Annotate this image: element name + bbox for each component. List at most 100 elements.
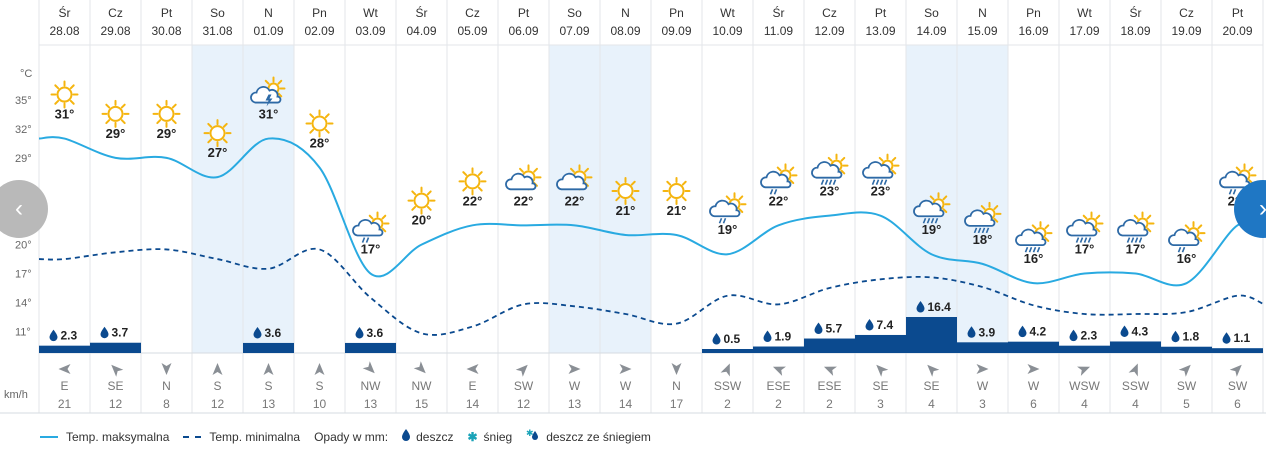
- tmax-label: 22°: [514, 193, 534, 208]
- sun-ray: [1082, 214, 1088, 220]
- wind-arrow-icon: [1027, 364, 1040, 374]
- wind-direction: W: [1028, 379, 1040, 393]
- sun-ray: [207, 122, 213, 128]
- sun-ray: [277, 79, 283, 85]
- raindrop-icon: [1069, 329, 1078, 342]
- precip-bar: [1059, 345, 1110, 353]
- sun-ray: [891, 156, 897, 162]
- day-name: Śr: [773, 5, 785, 20]
- tmax-label: 17°: [1126, 242, 1146, 257]
- legend-tmax-swatch: [40, 435, 58, 438]
- sun-ray: [615, 196, 621, 202]
- day-date: 30.08: [151, 24, 181, 38]
- rain-streak: [1036, 246, 1041, 253]
- wind-direction: SW: [514, 379, 534, 393]
- raindrop-icon: [402, 429, 411, 444]
- wind-direction: W: [620, 379, 632, 393]
- legend-sleet-label: deszcz ze śniegiem: [546, 429, 651, 444]
- precip-label: 4.3: [1132, 324, 1149, 338]
- wind-arrow-icon: [568, 364, 581, 374]
- wind-direction: WSW: [1069, 379, 1100, 393]
- wind-arrow-icon: [212, 363, 223, 375]
- sun-ray: [156, 103, 162, 109]
- day-name: Cz: [108, 6, 123, 20]
- tmax-label: 21°: [616, 203, 636, 218]
- sun-icon: [203, 119, 232, 148]
- raindrop-icon: [253, 326, 262, 339]
- rain-streak: [1232, 189, 1237, 195]
- sun-ray: [891, 169, 897, 175]
- sun-ray: [789, 166, 795, 172]
- sun-icon: [662, 176, 691, 205]
- day-name: Wt: [1077, 6, 1092, 20]
- sun-ray: [411, 205, 417, 211]
- sun-ray: [615, 180, 621, 186]
- wind-direction: SSW: [1122, 379, 1150, 393]
- sun-ray: [570, 167, 575, 173]
- weekend-band: [957, 45, 1008, 353]
- wind-arrow-icon: [111, 364, 124, 377]
- rain-streak: [1087, 237, 1092, 243]
- sun-disc: [107, 105, 124, 122]
- day-date: 29.08: [100, 24, 130, 38]
- cloud-shape: [1066, 219, 1098, 237]
- wind-speed: 2: [826, 397, 833, 411]
- sun-cloud-rain-icon: [709, 192, 747, 224]
- sun-ray: [309, 113, 315, 119]
- day-date: 07.09: [559, 24, 589, 38]
- precip-bar: [90, 342, 141, 353]
- sun-ray: [1235, 166, 1241, 172]
- wind-arrow-icon: [772, 366, 786, 376]
- wind-speed: 3: [877, 397, 884, 411]
- snowflake-icon: ✱: [467, 429, 478, 444]
- cloud-shape: [1168, 228, 1200, 247]
- cloud-shape: [352, 219, 384, 237]
- sun-ray: [411, 190, 417, 196]
- rain-streak: [926, 217, 931, 224]
- precip-bar: [957, 342, 1008, 353]
- sun-ray: [666, 180, 672, 186]
- day-name: Pn: [312, 6, 327, 20]
- raindrop-icon: [1222, 332, 1231, 344]
- sun-ray: [1044, 224, 1050, 230]
- tmax-label: 17°: [361, 242, 381, 257]
- precip-label: 1.1: [1234, 331, 1251, 345]
- day-name: Cz: [822, 6, 837, 20]
- day-name: Śr: [1130, 5, 1142, 20]
- wind-arrow-icon: [466, 364, 479, 374]
- rain-streak: [828, 179, 833, 185]
- sun-ray: [426, 205, 432, 211]
- sun-ray: [54, 99, 60, 105]
- sun-cloud-heavy-rain-icon: [862, 153, 900, 185]
- sun-ray: [264, 79, 270, 85]
- sun-icon: [101, 99, 130, 128]
- precip-label: 3.9: [979, 325, 996, 339]
- wind-direction: ESE: [817, 379, 841, 393]
- wind-speed: 10: [313, 397, 327, 411]
- legend-snow-label: śnieg: [483, 429, 513, 444]
- sun-disc: [413, 192, 430, 209]
- sun-ray: [477, 171, 483, 176]
- rain-streak: [1028, 246, 1033, 253]
- precip-bar: [1161, 346, 1212, 353]
- previous-arrow-button[interactable]: ‹: [0, 180, 48, 238]
- rain-streak: [1126, 237, 1131, 243]
- sun-ray: [462, 186, 468, 192]
- day-date: 16.09: [1018, 24, 1048, 38]
- rain-streak: [1134, 237, 1139, 243]
- sun-icon: [407, 186, 436, 215]
- sun-ray: [277, 92, 283, 98]
- precip-label: 4.2: [1030, 325, 1047, 339]
- sun-ray: [533, 167, 538, 173]
- cloud-shape: [811, 161, 843, 179]
- wind-direction: SE: [923, 379, 939, 393]
- sun-ray: [993, 205, 999, 210]
- sun-disc: [464, 173, 481, 190]
- day-date: 20.09: [1222, 24, 1252, 38]
- rain-streak: [1032, 246, 1037, 253]
- sun-ray: [840, 156, 846, 162]
- rain-streak: [883, 179, 888, 185]
- rain-streak: [820, 179, 825, 185]
- wind-arrow-icon: [413, 361, 426, 374]
- rain-streak: [361, 237, 366, 243]
